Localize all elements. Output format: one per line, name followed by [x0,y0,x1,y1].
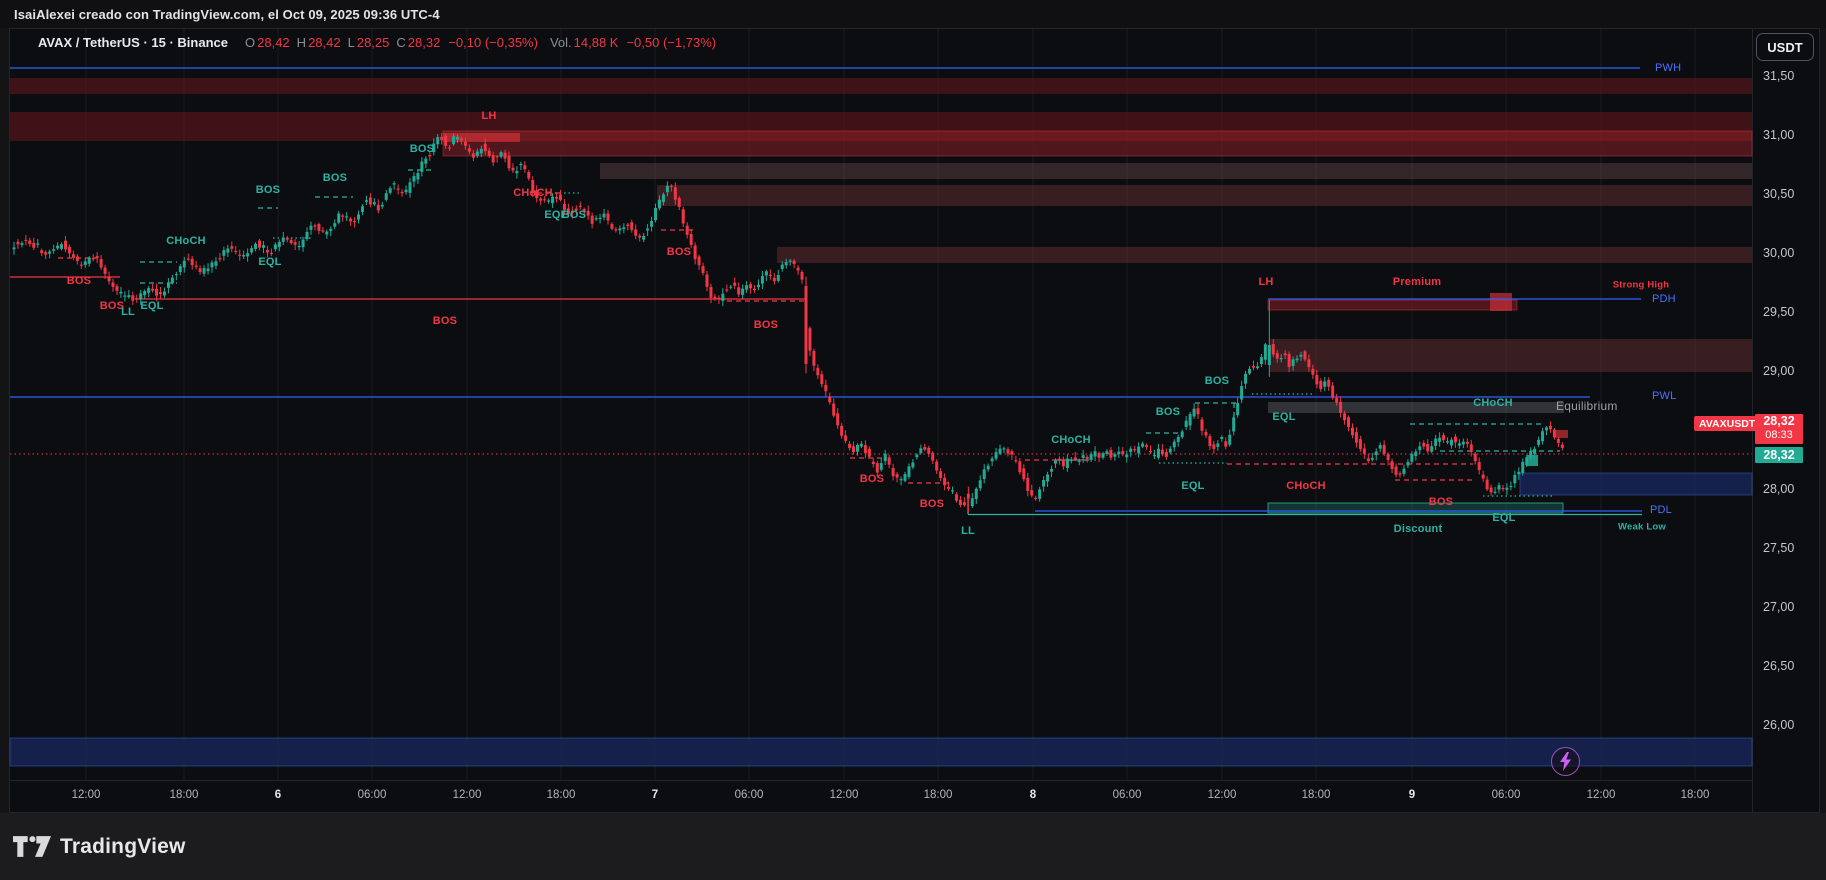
time-tick: 18:00 [169,789,199,801]
high-label: H [296,34,307,50]
time-tick: 12:00 [71,789,101,801]
price-tick: 27,00 [1763,600,1795,614]
time-tick: 18:00 [546,789,576,801]
price-tick: 27,50 [1763,541,1795,555]
time-tick: 18:00 [923,789,953,801]
time-tick: 18:00 [1301,789,1331,801]
close-label: C [396,34,406,50]
last-price-value: 28,32 [1763,414,1795,428]
change-value: −0,10 (−0,35%) [448,34,538,50]
last-price-label: 28,32 08:33 [1755,414,1803,444]
time-tick-day: 7 [651,789,659,801]
price-tick: 26,00 [1763,718,1795,732]
price-tick: 29,50 [1763,305,1795,319]
tradingview-logo-bar[interactable]: TradingView [0,813,1826,880]
symbol-header[interactable]: AVAX / TetherUS · 15 · Binance O 28,42 H… [38,33,716,51]
high-value: 28,42 [308,34,341,50]
lightning-icon [1560,752,1571,771]
time-tick: 06:00 [1491,789,1521,801]
time-tick-day: 8 [1029,789,1037,801]
tradingview-logo-text: TradingView [60,834,186,858]
indicator-price-label: 28,32 [1755,447,1803,463]
volume-label: Vol. [549,34,572,50]
export-title-text: IsaiAlexei creado con TradingView.com, e… [14,6,440,22]
time-tick: 06:00 [357,789,387,801]
time-tick: 12:00 [1586,789,1616,801]
time-tick: 12:00 [1207,789,1237,801]
time-tick: 06:00 [734,789,764,801]
volume-change: −0,50 (−1,73%) [626,34,717,50]
price-tick: 26,50 [1763,659,1795,673]
close-value: 28,32 [407,34,441,50]
symbol-title[interactable]: AVAX / TetherUS · 15 · Binance [38,34,228,50]
low-label: L [347,34,355,50]
currency-toggle-button[interactable]: USDT [1756,33,1814,61]
bar-countdown: 08:33 [1765,429,1793,441]
open-label: O [245,34,256,50]
price-tick: 31,50 [1763,69,1795,83]
time-tick: 18:00 [1680,789,1710,801]
tradingview-logo-icon [13,836,51,857]
price-tick: 31,00 [1763,128,1795,142]
price-tick: 30,50 [1763,187,1795,201]
price-tick: 29,00 [1763,364,1795,378]
time-axis-separator [10,780,1752,781]
chart-panel[interactable] [9,28,1820,813]
export-title-bar: IsaiAlexei creado con TradingView.com, e… [0,0,1826,28]
time-tick: 06:00 [1112,789,1142,801]
low-value: 28,25 [356,34,390,50]
price-tick: 30,00 [1763,246,1795,260]
time-tick: 12:00 [452,789,482,801]
volume-value: 14,88 K [573,34,619,50]
lightning-button[interactable] [1551,747,1580,776]
time-tick: 12:00 [829,789,859,801]
open-value: 28,42 [257,34,290,50]
time-tick-day: 6 [274,789,282,801]
symbol-tag-text: AVAXUSDT [1699,417,1756,430]
symbol-price-tag: AVAXUSDT [1694,416,1761,431]
price-tick: 28,00 [1763,482,1795,496]
time-tick-day: 9 [1408,789,1416,801]
